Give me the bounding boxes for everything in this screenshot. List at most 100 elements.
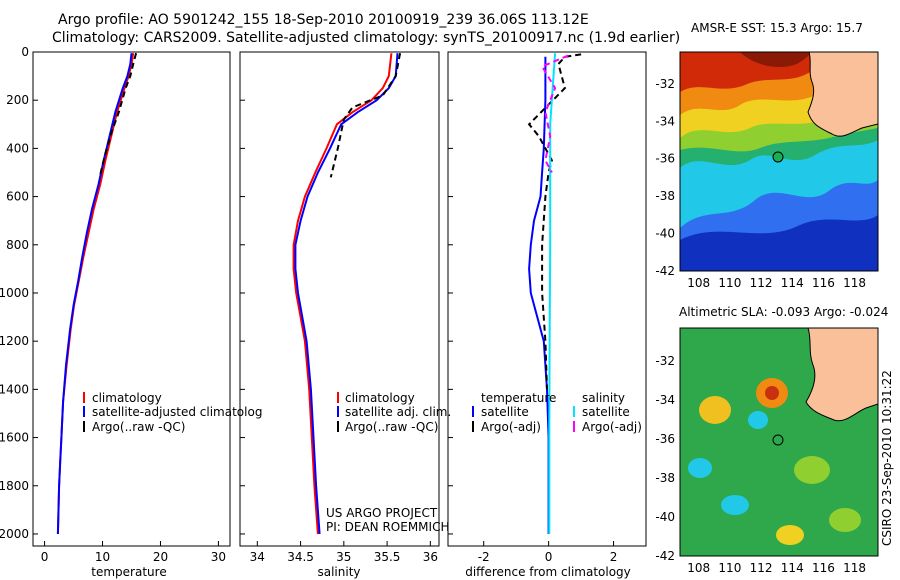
y-tick-label: 2000 bbox=[0, 527, 29, 541]
series-temperature-argo-raw-qc bbox=[98, 52, 138, 178]
salinity-panel bbox=[239, 51, 440, 547]
x-axis-label-salinity: salinity bbox=[317, 565, 360, 579]
legend-label-t-argo: Argo(-adj) bbox=[481, 420, 541, 434]
sla-argo-marker bbox=[772, 434, 784, 446]
legend-swatch-t-satellite bbox=[472, 406, 474, 417]
project-credit: US ARGO PROJECT bbox=[326, 506, 438, 520]
sla-x-tick-label: 116 bbox=[812, 561, 835, 575]
sst-x-tick-label: 116 bbox=[812, 276, 835, 290]
legend-swatch-s-satellite bbox=[573, 406, 575, 417]
panel-difference-series bbox=[527, 53, 582, 534]
sst-y-tick-label: -42 bbox=[655, 264, 675, 278]
x-tick-label: -2 bbox=[478, 550, 490, 564]
figure-title-line1: Argo profile: AO 5901242_155 18-Sep-2010… bbox=[58, 12, 589, 28]
x-tick-label: 0 bbox=[41, 550, 49, 564]
sla-x-tick-label: 108 bbox=[687, 561, 710, 575]
y-tick-label: 1400 bbox=[0, 382, 29, 396]
y-tick-label: 0 bbox=[21, 45, 29, 59]
pi-credit: PI: DEAN ROEMMICH bbox=[326, 520, 449, 534]
legend-label-s-satellite: satellite bbox=[582, 405, 630, 419]
sla-patch bbox=[699, 396, 731, 424]
series-salinity-satellite-adj-clim bbox=[294, 53, 399, 535]
y-tick-label: 1200 bbox=[0, 334, 29, 348]
x-tick-label: 10 bbox=[95, 550, 110, 564]
x-axis-label-difference: difference from climatology bbox=[465, 565, 631, 579]
x-tick-label: 30 bbox=[211, 550, 226, 564]
legend-label-argo: Argo(..raw -QC) bbox=[345, 420, 438, 434]
panel-temperature-series bbox=[56, 52, 138, 535]
y-tick-label: 1000 bbox=[0, 286, 29, 300]
legend-label-s-argo: Argo(-adj) bbox=[582, 420, 642, 434]
salinity-legend: climatology satellite adj. clim. Argo(..… bbox=[337, 391, 451, 434]
sla-patch bbox=[721, 495, 749, 515]
sst-land bbox=[807, 52, 878, 137]
series-salinity-climatology bbox=[292, 53, 393, 535]
legend-swatch-climatology bbox=[83, 392, 85, 403]
x-tick-label: 34.5 bbox=[287, 550, 314, 564]
series-difference-satellite bbox=[528, 56, 550, 534]
series-difference-satellite bbox=[548, 53, 557, 534]
legend-header-salinity: salinity bbox=[582, 391, 625, 405]
legend-label-satellite: satellite-adjusted climatolog bbox=[92, 405, 262, 419]
sst-map bbox=[680, 52, 878, 271]
legend-label-t-satellite: satellite bbox=[481, 405, 529, 419]
sst-map-frame bbox=[679, 51, 879, 272]
sst-map-title: AMSR-E SST: 15.3 Argo: 15.7 bbox=[691, 21, 863, 35]
sla-y-tick-label: -32 bbox=[655, 354, 675, 368]
legend-label-climatology: climatology bbox=[345, 391, 415, 405]
sst-y-tick-label: -40 bbox=[655, 227, 675, 241]
sla-patch bbox=[776, 525, 804, 545]
legend-swatch-argo bbox=[83, 421, 85, 432]
sla-patch bbox=[748, 411, 768, 429]
difference-legend: temperature salinity satellite Argo(-adj… bbox=[472, 391, 642, 434]
sst-argo-marker bbox=[772, 151, 784, 163]
y-tick-label: 600 bbox=[6, 190, 29, 204]
sla-x-tick-label: 118 bbox=[843, 561, 866, 575]
sst-x-tick-label: 118 bbox=[843, 276, 866, 290]
series-salinity-argo-raw-qc bbox=[329, 53, 402, 178]
series-temperature-satellite-adjusted-climatolog bbox=[56, 53, 133, 535]
sst-y-tick-label: -32 bbox=[655, 77, 675, 91]
legend-swatch-satellite bbox=[337, 406, 339, 417]
sst-x-tick-label: 112 bbox=[750, 276, 773, 290]
panel-salinity-series bbox=[292, 53, 402, 535]
sla-map-frame bbox=[679, 327, 879, 557]
temperature-panel bbox=[32, 51, 231, 547]
x-tick-label: 35 bbox=[336, 550, 351, 564]
sla-patch bbox=[794, 456, 830, 484]
x-tick-label: 35.5 bbox=[374, 550, 401, 564]
sla-x-tick-label: 110 bbox=[718, 561, 741, 575]
timestamp-stamp: CSIRO 23-Sep-2010 10:31:22 bbox=[880, 370, 894, 546]
legend-header-temperature: temperature bbox=[481, 391, 556, 405]
sla-x-tick-label: 114 bbox=[781, 561, 804, 575]
x-tick-label: 2 bbox=[610, 550, 618, 564]
legend-label-satellite: satellite adj. clim. bbox=[345, 405, 451, 419]
y-tick-label: 800 bbox=[6, 238, 29, 252]
series-difference-argo-adj bbox=[527, 53, 582, 390]
x-axis-label-temperature: temperature bbox=[91, 565, 166, 579]
y-tick-label: 400 bbox=[6, 141, 29, 155]
sla-patch bbox=[688, 458, 712, 478]
sst-x-tick-label: 108 bbox=[687, 276, 710, 290]
legend-swatch-s-argo bbox=[573, 421, 575, 432]
x-tick-label: 36 bbox=[423, 550, 438, 564]
legend-swatch-climatology bbox=[337, 392, 339, 403]
sla-y-tick-label: -34 bbox=[655, 393, 675, 407]
sst-y-tick-label: -36 bbox=[655, 152, 675, 166]
legend-label-argo: Argo(..raw -QC) bbox=[92, 420, 185, 434]
legend-swatch-t-argo bbox=[472, 421, 474, 432]
sla-x-tick-label: 112 bbox=[750, 561, 773, 575]
sla-patch bbox=[765, 386, 779, 400]
legend-label-climatology: climatology bbox=[92, 391, 162, 405]
sla-y-tick-label: -40 bbox=[655, 510, 675, 524]
sla-land bbox=[805, 328, 878, 422]
figure-title-line2: Climatology: CARS2009. Satellite-adjuste… bbox=[52, 30, 681, 46]
difference-panel bbox=[447, 51, 647, 547]
temperature-legend: climatology satellite-adjusted climatolo… bbox=[83, 391, 262, 434]
y-tick-label: 1800 bbox=[0, 479, 29, 493]
sst-y-tick-label: -34 bbox=[655, 114, 675, 128]
sst-band-darkred bbox=[740, 52, 812, 68]
sla-map-title: Altimetric SLA: -0.093 Argo: -0.024 bbox=[679, 305, 888, 319]
legend-swatch-satellite bbox=[83, 406, 85, 417]
